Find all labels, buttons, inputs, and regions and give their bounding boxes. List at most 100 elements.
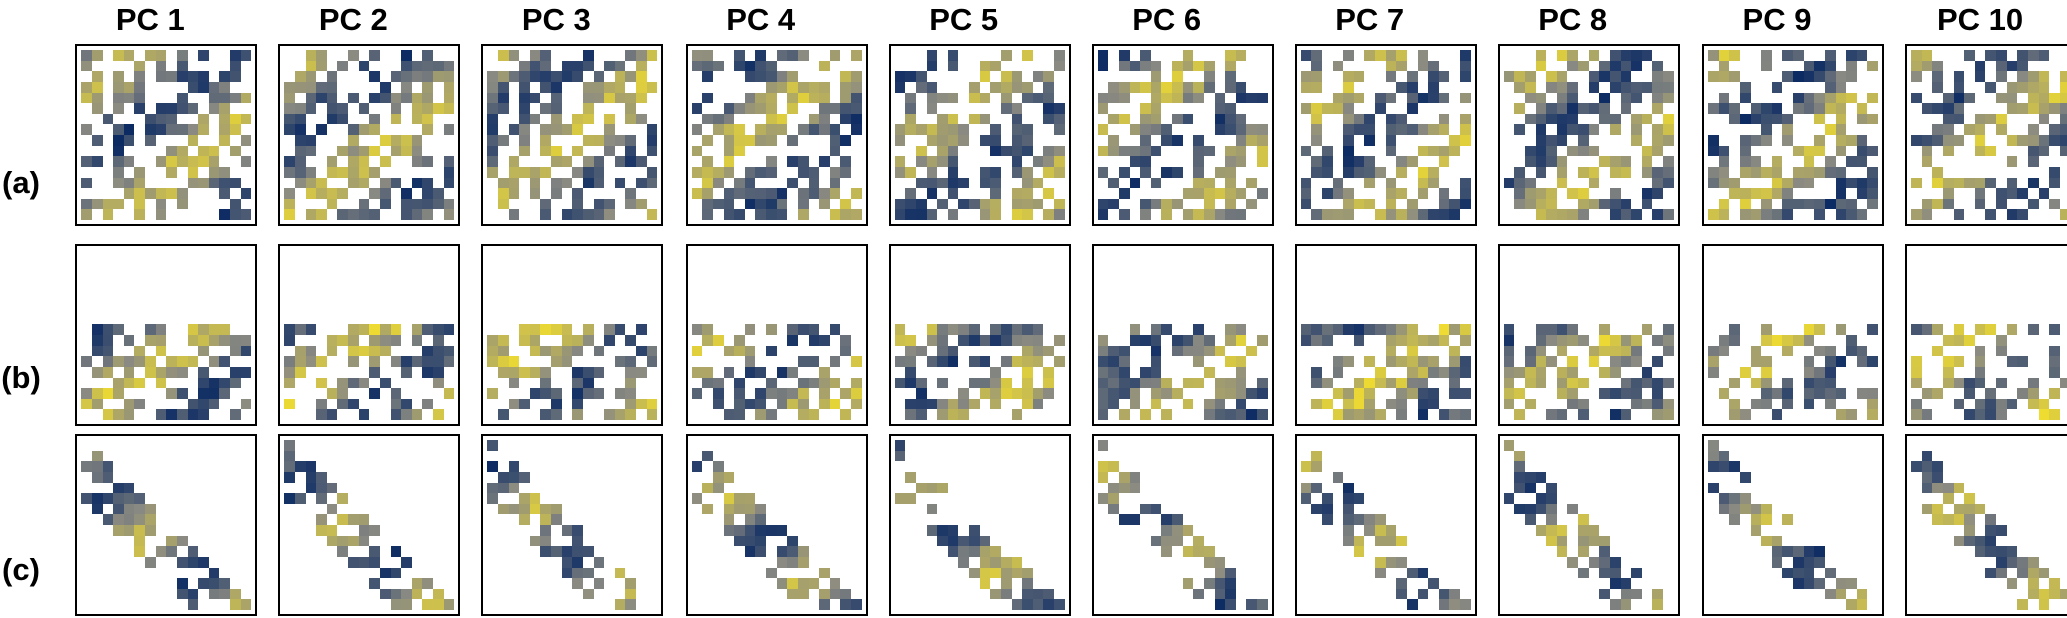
heatmap-cell (1225, 71, 1236, 82)
heatmap-cell (712, 124, 724, 135)
heatmap-cell (230, 588, 241, 600)
heatmap-cell (593, 366, 605, 378)
heatmap-cell (1771, 209, 1783, 220)
heatmap-cell (1974, 345, 1986, 357)
heatmap-cell (1172, 71, 1183, 82)
heatmap-cell (691, 493, 703, 504)
heatmap-cell (702, 113, 713, 125)
heatmap-cell (1599, 71, 1610, 82)
heatmap-cell (1663, 209, 1674, 220)
heatmap-cell (390, 145, 402, 157)
heatmap-cell (1718, 156, 1730, 167)
heatmap-cell (284, 103, 295, 114)
heatmap-cell (2049, 578, 2060, 589)
heatmap-cell (797, 556, 809, 568)
heatmap-cell (1311, 60, 1322, 72)
heatmap-cell (1953, 482, 1965, 494)
heatmap-cell (926, 135, 938, 146)
heatmap-cell (176, 50, 188, 61)
heatmap-cell (337, 546, 349, 557)
heatmap-cell (1406, 345, 1418, 357)
heatmap-cell (1140, 377, 1151, 389)
heatmap-cell (797, 166, 809, 178)
heatmap-cell (1161, 409, 1173, 420)
heatmap-cell (508, 156, 520, 167)
heatmap-cell (1599, 335, 1610, 346)
heatmap-cell (744, 71, 756, 82)
heatmap-cell (187, 156, 199, 167)
heatmap-cell (744, 135, 756, 146)
heatmap-cell (1620, 599, 1632, 610)
heatmap-cell (1793, 567, 1804, 579)
heatmap-cell (422, 81, 434, 93)
heatmap-cell (1921, 60, 1933, 72)
heatmap-cell (614, 71, 626, 82)
heatmap-cell (819, 198, 830, 210)
heatmap-cell (1193, 588, 1204, 600)
heatmap-cell (2027, 103, 2039, 114)
heatmap-cell (636, 366, 647, 378)
heatmap-cell (937, 177, 948, 189)
heatmap-cell (390, 588, 402, 600)
heatmap-cell (1718, 92, 1730, 104)
heatmap-cell (1364, 124, 1376, 135)
heatmap-cell (894, 135, 906, 146)
heatmap-cell (744, 535, 756, 547)
heatmap-cell (561, 556, 573, 568)
heatmap-cell (851, 398, 862, 410)
heatmap-cell (305, 209, 317, 220)
heatmap-cell (1406, 335, 1418, 346)
heatmap-cell (625, 335, 637, 346)
heatmap-cell (1761, 198, 1772, 210)
heatmap-cell (2049, 388, 2060, 399)
heatmap-cell (1129, 398, 1141, 410)
heatmap-cell (1385, 145, 1397, 157)
heatmap-cell (519, 71, 530, 82)
heatmap-cell (1974, 60, 1986, 72)
heatmap-cell (1460, 599, 1471, 610)
heatmap-cell (734, 50, 745, 61)
heatmap-cell (1460, 92, 1471, 104)
heatmap-cell (1449, 209, 1461, 220)
heatmap-cell (176, 388, 188, 399)
heatmap-cell (1300, 177, 1312, 189)
heatmap-cell (1663, 135, 1674, 146)
heatmap-cell (240, 92, 252, 104)
heatmap-cell (1150, 377, 1162, 389)
column-title-pc-6: PC 6 (1132, 2, 1202, 37)
heatmap-cell (1631, 60, 1642, 72)
heatmap-cell (487, 388, 498, 399)
heatmap-cell (422, 209, 434, 220)
heatmap-cell (1396, 377, 1407, 389)
heatmap-cell (593, 177, 605, 189)
heatmap-cell (915, 71, 927, 82)
heatmap-cell (1953, 92, 1965, 104)
heatmap-cell (91, 335, 103, 346)
heatmap-cell (614, 60, 626, 72)
heatmap-cell (829, 578, 841, 589)
heatmap-cell (187, 335, 199, 346)
heatmap-cell (337, 535, 349, 547)
heatmap-cell (1235, 366, 1247, 378)
heatmap-cell (1097, 92, 1109, 104)
heatmap-cell (155, 103, 167, 114)
heatmap-cell (1140, 335, 1151, 346)
heatmap-cell (905, 398, 916, 410)
heatmap-cell (915, 124, 927, 135)
heatmap-cell (990, 366, 1001, 378)
heatmap-cell (1771, 166, 1783, 178)
heatmap-cell (2038, 81, 2050, 93)
heatmap-cell (1353, 124, 1365, 135)
heatmap-cell (766, 409, 777, 420)
heatmap-cell (766, 188, 777, 199)
heatmap-cell (926, 482, 938, 494)
heatmap-cell (198, 377, 209, 389)
heatmap-cell (787, 335, 798, 346)
heatmap-cell (1609, 388, 1621, 399)
heatmap-cell (572, 535, 583, 547)
heatmap-cell (198, 71, 209, 82)
heatmap-cell (123, 188, 135, 199)
heatmap-cell (219, 92, 231, 104)
heatmap-cell (572, 409, 583, 420)
heatmap-cell (744, 398, 756, 410)
